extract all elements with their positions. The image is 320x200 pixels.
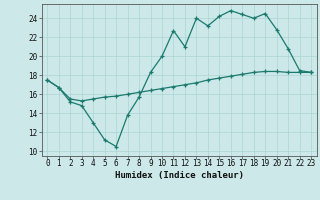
- X-axis label: Humidex (Indice chaleur): Humidex (Indice chaleur): [115, 171, 244, 180]
